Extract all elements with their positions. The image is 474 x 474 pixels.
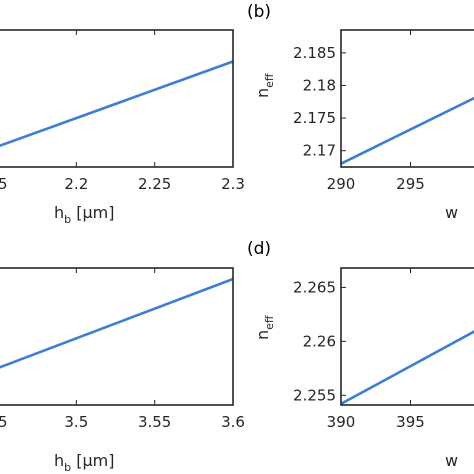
x-tick-label-a: 2.3 (221, 175, 245, 193)
axes-frame-d (340, 267, 474, 406)
y-tick-label-b: 2.175 (293, 109, 336, 127)
y-tick-label-d: 2.255 (293, 386, 336, 404)
x-tick-label-d: 390 (327, 413, 356, 431)
x-tick-label-b: 290 (327, 175, 356, 193)
x-tick-label-c: 3.6 (221, 413, 245, 431)
x-axis-label-d: w (445, 451, 458, 470)
series-line-b-0 (340, 96, 474, 165)
x-axis-label-a: hb [μm] (54, 203, 114, 226)
y-axis-label-b: neff (253, 73, 276, 98)
x-tick-label-c: 45 (0, 413, 8, 431)
x-axis-label-c: hb [μm] (54, 451, 114, 474)
x-tick-label-d: 395 (396, 413, 425, 431)
x-tick-label-a: 15 (0, 175, 8, 193)
x-tick-label-a: 2.25 (138, 175, 171, 193)
axes-frame-b (340, 29, 474, 168)
axes-frame-a (0, 29, 234, 168)
y-axis-label-d: neff (253, 315, 276, 340)
x-tick-label-b: 295 (396, 175, 425, 193)
y-tick-label-b: 2.185 (293, 44, 336, 62)
x-axis-label-b: w (445, 203, 458, 222)
plot-panel-a: 15 2.2 2.25 2.3 hb [μm] (0, 29, 245, 226)
panel-label-b: (b) (247, 2, 271, 22)
y-tick-label-b: 2.17 (303, 142, 336, 160)
x-tick-label-c: 3.55 (138, 413, 171, 431)
series-line-c-0 (0, 277, 234, 369)
axes-frame-c (0, 267, 234, 406)
y-tick-label-d: 2.265 (293, 278, 336, 296)
x-tick-label-c: 3.5 (64, 413, 88, 431)
panel-label-d: (d) (247, 239, 271, 259)
y-tick-label-d: 2.26 (303, 332, 336, 350)
series-line-a-0 (0, 60, 234, 148)
series-line-d-0 (340, 330, 474, 406)
plot-panel-c: 45 3.5 3.55 3.6 hb [μm] (0, 267, 245, 474)
y-tick-label-b: 2.18 (303, 76, 336, 94)
x-tick-label-a: 2.2 (64, 175, 88, 193)
